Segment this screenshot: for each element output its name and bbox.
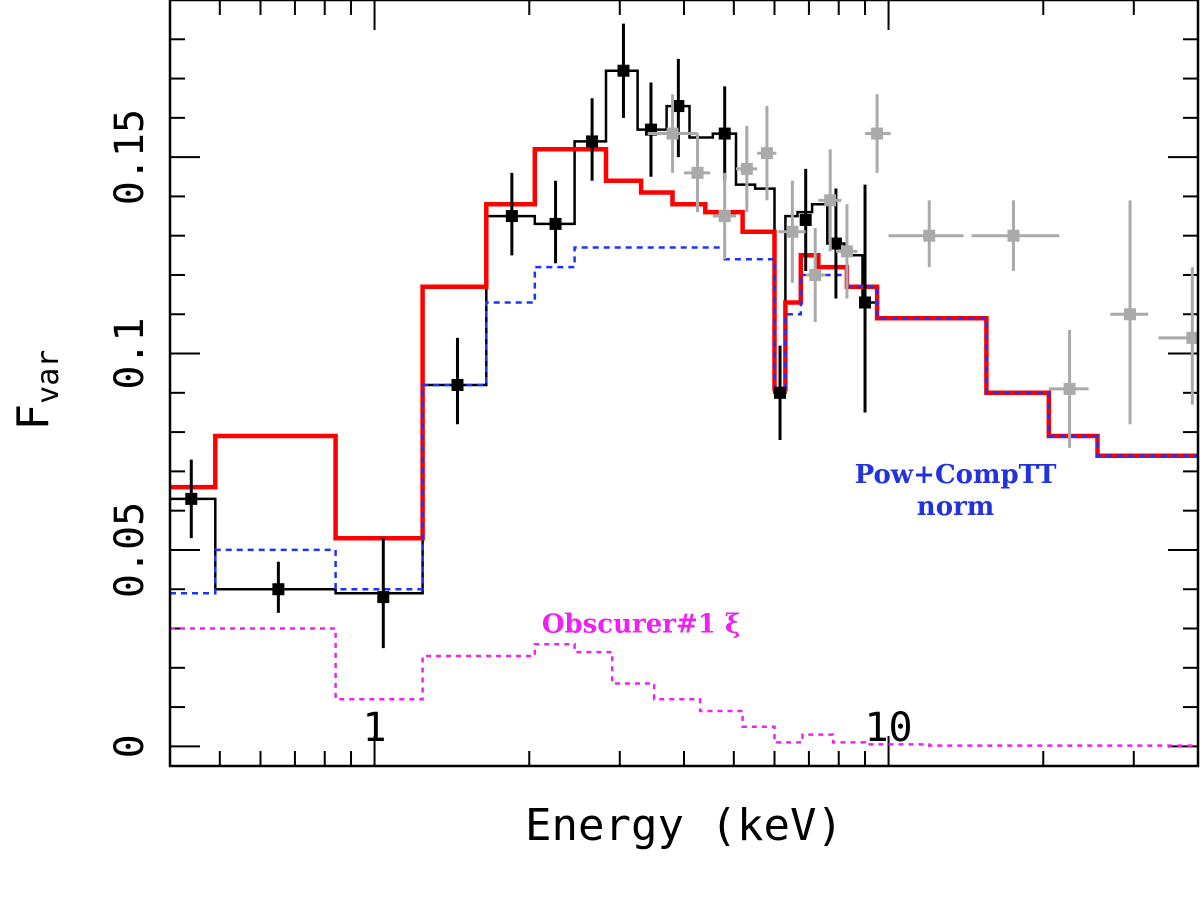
annotation-text: Pow+CompTT [855, 460, 1058, 490]
data-marker [760, 147, 773, 160]
data-marker [1007, 229, 1020, 242]
data-point [859, 184, 872, 413]
data-marker [549, 217, 562, 230]
data-point [805, 227, 826, 323]
data-marker [617, 64, 630, 77]
data-point [451, 337, 464, 425]
y-tick-label: 0.05 [107, 502, 153, 598]
data-point [712, 172, 737, 260]
annotation-text: norm [917, 492, 994, 522]
data-marker [185, 492, 198, 505]
data-marker [809, 268, 822, 281]
data-marker [859, 296, 872, 309]
data-point [185, 459, 198, 539]
data-point [829, 188, 842, 299]
series-line [170, 627, 1198, 747]
data-point [865, 94, 891, 173]
data-point [549, 180, 562, 264]
data-point [644, 82, 657, 177]
data-point [272, 561, 285, 613]
data-point [505, 172, 518, 256]
tick-labels: 1 10 0 0.05 0.1 0.15 [107, 109, 913, 758]
data-marker [840, 245, 853, 258]
data-marker [829, 237, 842, 250]
data-point [799, 168, 812, 272]
data-point [586, 98, 599, 181]
data-marker [1186, 331, 1198, 344]
y-axis-title-main: F [8, 404, 59, 431]
data-point [774, 345, 787, 440]
data-point [1048, 329, 1089, 448]
x-tick-label: 10 [864, 705, 912, 751]
x-axis-title: Energy (keV) [525, 800, 843, 851]
axis-ticks [169, 0, 1199, 766]
data-marker [691, 166, 704, 179]
data-marker [786, 225, 799, 238]
data-point [818, 149, 842, 252]
y-tick-label: 0.1 [107, 317, 153, 389]
data-marker [586, 135, 599, 148]
data-marker [272, 583, 285, 596]
model-series [170, 69, 1198, 747]
data-point [736, 125, 758, 213]
y-axis-title: Fvar [8, 350, 66, 431]
data-point [718, 86, 731, 181]
data-point [684, 133, 711, 213]
data-marker [672, 100, 685, 113]
data-marker [1124, 308, 1137, 321]
y-axis-title-subscript: var [31, 350, 66, 404]
data-point [617, 23, 630, 118]
data-point [1110, 200, 1149, 425]
data-point [757, 106, 777, 201]
data-points [185, 23, 1198, 649]
data-marker [666, 127, 679, 140]
data-point [377, 538, 390, 649]
data-marker [1063, 382, 1076, 395]
svg-text:Fvar: Fvar [8, 350, 66, 431]
data-marker [740, 162, 753, 175]
data-point [672, 58, 685, 158]
y-tick-label: 0 [107, 734, 153, 758]
data-marker [923, 229, 936, 242]
data-marker [718, 210, 731, 223]
plot-frame [168, 0, 1200, 768]
series-line [170, 69, 880, 595]
data-marker [774, 386, 787, 399]
data-marker [824, 194, 837, 207]
data-point [835, 204, 858, 299]
data-marker [451, 378, 464, 391]
data-marker [505, 210, 518, 223]
data-marker [377, 591, 390, 604]
data-marker [871, 127, 884, 140]
data-point [778, 180, 806, 283]
data-point [1158, 267, 1198, 405]
data-point [647, 94, 698, 173]
data-point [888, 200, 964, 268]
y-tick-label: 0.15 [107, 109, 153, 205]
series-line [170, 246, 1198, 595]
data-marker [799, 213, 812, 226]
data-marker [718, 127, 731, 140]
data-point [971, 200, 1060, 272]
annotation-text: Obscurer#1 ξ [542, 609, 740, 639]
x-tick-label: 1 [362, 705, 386, 751]
